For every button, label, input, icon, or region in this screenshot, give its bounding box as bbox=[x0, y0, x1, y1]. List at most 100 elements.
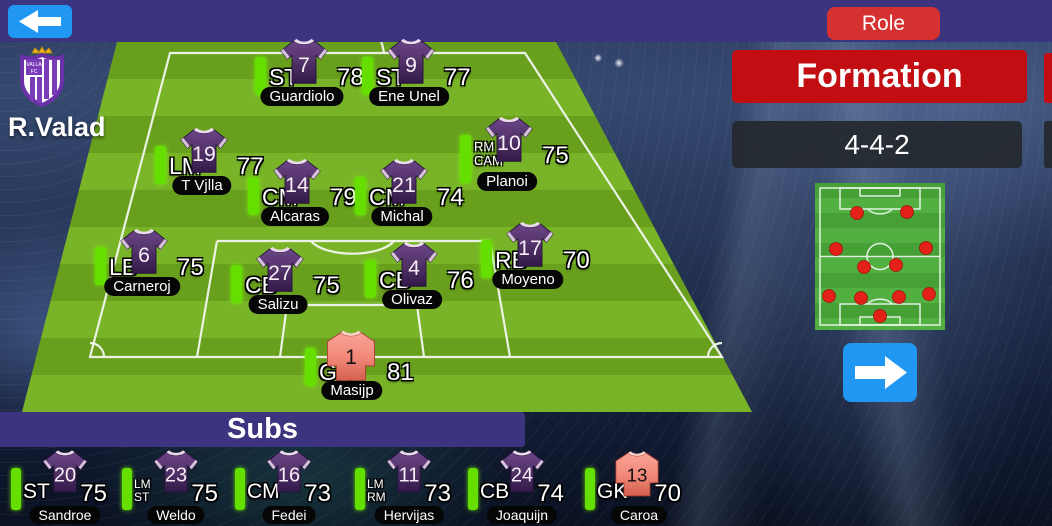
jersey-number: 24 bbox=[511, 465, 533, 487]
player-card-19[interactable]: LM 19 77 T Vjlla bbox=[155, 127, 275, 199]
club-crest-icon: VALLA FC bbox=[20, 46, 64, 107]
next-arrow-icon bbox=[855, 356, 907, 389]
jersey-number: 14 bbox=[285, 174, 309, 197]
rating-bar bbox=[231, 265, 242, 303]
rating-bar bbox=[11, 468, 21, 510]
jersey-icon: 4 bbox=[390, 241, 438, 287]
player-name: Guardiolo bbox=[260, 87, 344, 106]
formation-dot bbox=[892, 290, 906, 304]
formation-preview-pitch bbox=[815, 183, 945, 330]
sub-card-20[interactable]: ST 20 75 Sandroe bbox=[11, 448, 123, 526]
subs-header: Subs bbox=[0, 412, 525, 447]
jersey-icon: 17 bbox=[506, 221, 554, 267]
formation-dot bbox=[922, 287, 936, 301]
jersey-number: 23 bbox=[165, 465, 187, 487]
rating-value: 75 bbox=[191, 480, 218, 507]
rating-bar bbox=[481, 240, 492, 278]
position-label: CM bbox=[247, 480, 280, 503]
rating-value: 73 bbox=[424, 480, 451, 507]
jersey-icon: 23 bbox=[153, 450, 199, 493]
player-card-9[interactable]: ST 9 77 Ene Unel bbox=[362, 38, 482, 110]
position-label: GK bbox=[597, 480, 628, 503]
jersey-number: 17 bbox=[518, 237, 542, 260]
position-label: CB bbox=[480, 480, 510, 503]
player-card-10[interactable]: RM CAM 10 75 Planoi bbox=[460, 116, 580, 191]
next-panel-value-sliver bbox=[1044, 121, 1052, 168]
rating-bar bbox=[255, 57, 266, 95]
player-card-27[interactable]: CB 27 75 Salizu bbox=[231, 246, 351, 318]
player-name: Ene Unel bbox=[369, 87, 449, 106]
jersey-number: 19 bbox=[192, 143, 216, 166]
jersey-number: 11 bbox=[399, 465, 420, 487]
rating-value: 74 bbox=[437, 184, 464, 211]
player-card-4[interactable]: CB 4 76 Olivaz bbox=[365, 241, 485, 313]
gk-jersey-icon: 13 bbox=[615, 451, 659, 497]
jersey-number: 9 bbox=[405, 54, 417, 77]
rating-bar bbox=[155, 146, 166, 184]
rating-value: 75 bbox=[542, 142, 569, 169]
rating-value: 81 bbox=[387, 359, 414, 386]
player-name: Michal bbox=[371, 207, 433, 226]
player-card-6[interactable]: LB 6 75 Carneroj bbox=[95, 228, 215, 300]
rating-bar bbox=[460, 135, 471, 183]
sub-card-11[interactable]: LM RM 11 73 Hervijas bbox=[355, 448, 467, 526]
svg-text:FC: FC bbox=[31, 69, 38, 75]
rating-value: 79 bbox=[330, 184, 357, 211]
player-name: Planoi bbox=[477, 172, 537, 191]
rating-value: 70 bbox=[654, 480, 681, 507]
rating-bar bbox=[235, 468, 245, 510]
jersey-number: 13 bbox=[627, 464, 648, 485]
back-button[interactable] bbox=[8, 5, 72, 38]
formation-dots bbox=[822, 205, 936, 323]
position-label: LM RM bbox=[367, 477, 386, 504]
jersey-icon: 9 bbox=[387, 38, 435, 84]
sub-card-24[interactable]: CB 24 74 Joaquijn bbox=[468, 448, 580, 526]
formation-dot bbox=[850, 206, 864, 220]
rating-bar bbox=[122, 468, 132, 510]
formation-dot bbox=[919, 241, 933, 255]
rating-value: 77 bbox=[237, 153, 264, 180]
player-name: Salizu bbox=[248, 295, 308, 314]
player-name: Carneroj bbox=[104, 277, 180, 296]
rating-value: 70 bbox=[563, 247, 590, 274]
jersey-number: 6 bbox=[138, 244, 150, 267]
formation-header-button[interactable]: Formation bbox=[732, 50, 1027, 103]
back-arrow-icon bbox=[19, 10, 61, 33]
position-label: RM CAM bbox=[474, 139, 503, 168]
player-name: Masijp bbox=[321, 381, 383, 400]
jersey-icon: 21 bbox=[380, 158, 428, 204]
next-panel-header-sliver bbox=[1044, 53, 1052, 103]
sub-card-13[interactable]: GK 13 70 Caroa bbox=[585, 448, 697, 526]
player-name: Fedei bbox=[262, 506, 316, 524]
player-card-21[interactable]: CM 21 74 Michal bbox=[355, 158, 475, 230]
formation-dot bbox=[854, 291, 868, 305]
player-name: Caroa bbox=[610, 506, 668, 524]
jersey-icon: 24 bbox=[499, 450, 545, 493]
player-card-14[interactable]: CM 14 79 Alcaras bbox=[248, 158, 368, 230]
player-name: Alcaras bbox=[260, 207, 330, 226]
player-card-7[interactable]: ST 7 78 Guardiolo bbox=[255, 38, 375, 110]
formation-dot bbox=[829, 242, 843, 256]
player-card-1[interactable]: GK 1 81 Masijp bbox=[305, 329, 425, 401]
sub-card-16[interactable]: CM 16 73 Fedei bbox=[235, 448, 347, 526]
next-button[interactable] bbox=[843, 343, 917, 402]
player-name: Hervijas bbox=[374, 506, 444, 524]
sub-card-23[interactable]: LM ST 23 75 Weldo bbox=[122, 448, 234, 526]
rating-bar bbox=[355, 468, 365, 510]
player-card-17[interactable]: RB 17 70 Moyeno bbox=[481, 221, 601, 293]
player-name: Sandroe bbox=[29, 506, 101, 524]
jersey-icon: 6 bbox=[120, 228, 168, 274]
rating-value: 73 bbox=[304, 480, 331, 507]
jersey-number: 27 bbox=[268, 262, 292, 285]
rating-value: 76 bbox=[447, 267, 474, 294]
jersey-icon: 19 bbox=[180, 127, 228, 173]
rating-bar bbox=[365, 260, 376, 298]
jersey-icon: 11 bbox=[386, 450, 432, 493]
jersey-icon: 14 bbox=[273, 158, 321, 204]
formation-dot bbox=[889, 258, 903, 272]
formation-selector[interactable]: 4-4-2 bbox=[732, 121, 1022, 168]
rating-bar bbox=[585, 468, 595, 510]
jersey-icon: 10 bbox=[485, 116, 533, 162]
player-name: T Vjlla bbox=[172, 176, 232, 195]
role-button[interactable]: Role bbox=[827, 7, 940, 40]
